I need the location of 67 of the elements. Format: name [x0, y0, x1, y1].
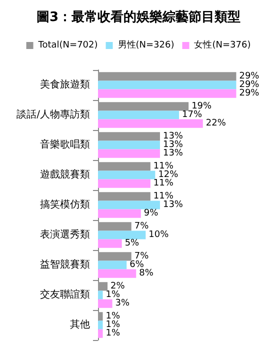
data-label: 3%: [115, 298, 130, 309]
bar: [98, 239, 122, 248]
data-label: 22%: [206, 118, 226, 129]
y-tick-label: 音樂歌唱類: [40, 138, 90, 150]
data-label: 6%: [130, 260, 144, 270]
bar: [98, 179, 150, 188]
data-label: 13%: [162, 140, 184, 150]
bar: [98, 102, 189, 111]
bar: [98, 192, 150, 201]
data-label: 19%: [192, 101, 212, 112]
data-label: 2%: [110, 281, 126, 292]
chart-title: 圖3：最常收看的娛樂綜藝節目類型: [36, 9, 241, 25]
bar: [98, 209, 141, 218]
bar: [98, 170, 156, 180]
data-label: 29%: [239, 71, 260, 82]
y-tick-label: 談話/人物專訪類: [16, 108, 90, 120]
data-label: 12%: [158, 170, 179, 180]
bar: [98, 140, 160, 150]
y-tick-label: 美食旅遊類: [40, 78, 90, 90]
bar: [98, 329, 103, 338]
y-tick-label: 搞笑模仿類: [40, 198, 90, 210]
bar: [98, 230, 146, 240]
bar: [98, 269, 136, 278]
data-label: 9%: [144, 208, 159, 219]
bar: [98, 132, 160, 141]
data-label: 1%: [106, 320, 120, 330]
bar: [98, 312, 103, 321]
bar: [98, 299, 112, 308]
bar: [98, 80, 236, 90]
bar: [98, 149, 160, 158]
data-label: 13%: [162, 148, 184, 159]
data-label: 7%: [134, 221, 150, 232]
bar: [98, 320, 103, 330]
bar: [98, 119, 203, 128]
bar: [98, 290, 103, 300]
data-label: 7%: [134, 251, 150, 262]
y-tick-label: 益智競賽類: [40, 258, 90, 270]
data-label: 10%: [148, 230, 170, 240]
data-label: 1%: [106, 328, 120, 339]
data-label: 17%: [182, 110, 202, 120]
data-label: 5%: [124, 238, 140, 249]
y-tick-label: 交友聯誼類: [40, 288, 90, 300]
legend-label: 男性(N=326): [118, 40, 174, 50]
bar: [98, 200, 160, 210]
bar: [98, 282, 108, 291]
bar: [98, 162, 150, 171]
legend-label: Total(N=702): [37, 40, 98, 50]
bar: [98, 72, 236, 81]
y-tick-label: 遊戲競賽類: [40, 168, 90, 180]
data-label: 13%: [162, 200, 184, 210]
data-label: 13%: [162, 131, 184, 142]
data-label: 11%: [153, 191, 174, 202]
data-label: 29%: [239, 88, 260, 99]
data-label: 8%: [139, 268, 154, 279]
legend-label: 女性(N=376): [194, 40, 251, 50]
y-tick-label: 表演選秀類: [40, 228, 90, 240]
data-label: 29%: [239, 80, 260, 90]
data-label: 11%: [153, 161, 174, 172]
bar: [98, 252, 132, 261]
data-label: 1%: [106, 290, 120, 300]
bar: [98, 89, 236, 98]
bar: [98, 222, 132, 231]
bar: [98, 110, 180, 120]
data-label: 1%: [106, 311, 120, 322]
bar: [98, 260, 127, 270]
data-label: 11%: [153, 178, 174, 189]
y-tick-label: 其他: [70, 318, 90, 330]
